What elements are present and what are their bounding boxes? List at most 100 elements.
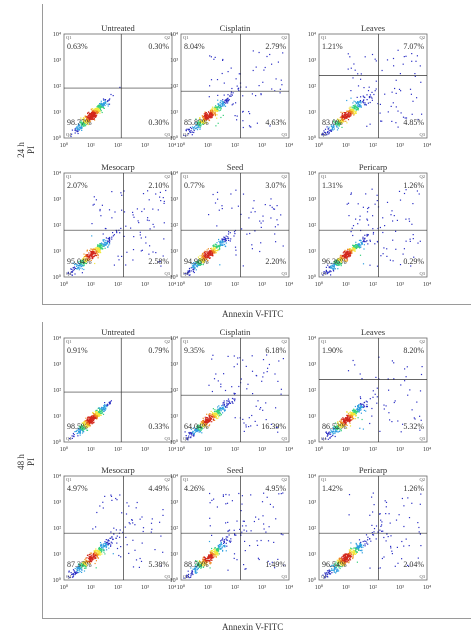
plot-area — [318, 33, 428, 139]
event-dot — [211, 556, 213, 558]
event-dot — [196, 261, 198, 263]
event-dot — [94, 416, 96, 418]
event-dot — [383, 536, 385, 539]
event-dot — [91, 423, 93, 425]
event-dot — [211, 114, 213, 116]
event-dot — [90, 556, 92, 558]
y-tick-label: 10¹ — [170, 110, 178, 116]
event-dot — [242, 95, 244, 97]
event-dot — [92, 257, 94, 259]
event-dot — [95, 255, 98, 257]
event-dot — [200, 562, 202, 565]
event-dot — [347, 420, 349, 422]
event-dot — [80, 117, 82, 119]
event-dot — [204, 114, 206, 116]
event-dot — [341, 418, 343, 420]
event-dot — [205, 560, 207, 562]
event-dot — [87, 124, 89, 126]
event-dot — [253, 200, 255, 202]
event-dot — [85, 125, 87, 127]
event-dot — [358, 408, 360, 410]
event-dot — [340, 257, 343, 259]
event-dot — [106, 405, 108, 407]
event-dot — [106, 404, 108, 406]
event-dot — [89, 420, 91, 422]
event-dot — [196, 264, 198, 266]
event-dot — [333, 425, 336, 427]
event-dot — [86, 560, 88, 563]
event-dot — [355, 218, 357, 220]
event-dot — [213, 556, 215, 558]
event-dot — [79, 564, 81, 566]
event-dot — [403, 248, 405, 250]
event-dot — [259, 220, 261, 222]
event-dot — [190, 432, 192, 434]
quadrant-name: Q4 — [321, 271, 327, 276]
event-dot — [81, 564, 83, 566]
event-dot — [162, 255, 164, 257]
event-dot — [340, 254, 342, 256]
event-dot — [344, 259, 346, 261]
event-dot — [330, 262, 332, 264]
event-dot — [103, 405, 105, 407]
event-dot — [201, 563, 203, 565]
x-tick-label: 10¹ — [342, 447, 350, 453]
event-dot — [193, 269, 195, 271]
event-dot — [94, 417, 96, 420]
event-dot — [201, 565, 203, 567]
event-dot — [347, 413, 349, 415]
y-tick-label: 10⁴ — [53, 336, 61, 342]
event-dot — [71, 573, 73, 576]
event-dot — [356, 108, 358, 111]
event-dot — [188, 129, 190, 131]
event-dot — [275, 426, 278, 428]
event-dot — [195, 568, 197, 570]
event-dot — [100, 544, 102, 546]
event-dot — [342, 420, 344, 422]
event-dot — [250, 494, 252, 496]
event-dot — [95, 552, 98, 554]
event-dot — [379, 513, 381, 515]
event-dot — [84, 260, 86, 262]
event-dot — [186, 272, 188, 274]
event-dot — [342, 252, 344, 254]
event-dot — [270, 423, 272, 425]
event-dot — [411, 409, 413, 411]
event-dot — [218, 107, 220, 109]
x-tick-label: 10⁴ — [285, 585, 293, 591]
event-dot — [404, 117, 406, 119]
event-dot — [94, 113, 96, 116]
event-dot — [194, 430, 196, 432]
event-dot — [352, 247, 354, 249]
event-dot — [252, 50, 254, 52]
event-dot — [202, 255, 204, 257]
event-dot — [119, 86, 121, 88]
event-dot — [361, 418, 363, 421]
event-dot — [233, 529, 235, 531]
event-dot — [209, 413, 211, 415]
event-dot — [226, 406, 228, 408]
event-dot — [269, 503, 271, 505]
x-tick-label: 10⁴ — [285, 447, 293, 453]
event-dot — [206, 255, 208, 257]
event-dot — [69, 437, 71, 440]
event-dot — [281, 84, 283, 86]
event-dot — [366, 233, 368, 236]
event-dot — [386, 533, 388, 535]
event-dot — [105, 228, 107, 230]
event-dot — [346, 417, 348, 419]
event-dot — [197, 430, 199, 432]
event-dot — [95, 115, 97, 117]
event-dot — [342, 116, 344, 118]
event-dot — [399, 199, 402, 201]
event-dot — [205, 258, 207, 260]
event-dot — [92, 251, 94, 253]
event-dot — [349, 252, 351, 254]
event-dot — [327, 433, 329, 435]
event-dot — [348, 256, 350, 258]
event-dot — [324, 272, 326, 274]
event-dot — [146, 219, 148, 221]
event-dot — [83, 562, 86, 564]
event-dot — [373, 93, 375, 96]
event-dot — [354, 245, 356, 247]
